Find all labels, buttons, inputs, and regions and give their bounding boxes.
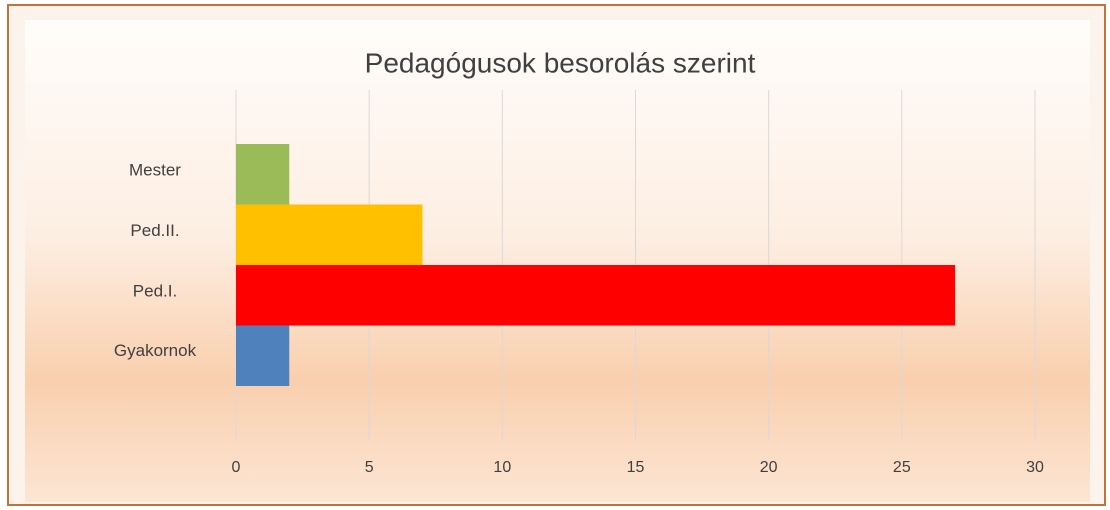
bar (236, 325, 290, 386)
bar (236, 265, 956, 326)
y-tick-label: Mester (129, 161, 181, 180)
x-tick-label: 15 (627, 459, 645, 476)
x-tick-label: 30 (1026, 459, 1044, 476)
chart-area (25, 20, 1090, 502)
y-tick-label: Ped.II. (130, 221, 179, 240)
y-tick-label: Ped.I. (133, 282, 177, 301)
y-tick-label: Gyakornok (114, 341, 197, 360)
chart-title: Pedagógusok besorolás szerint (365, 47, 756, 78)
bar (236, 144, 290, 205)
x-tick-label: 20 (760, 459, 778, 476)
x-tick-label: 25 (893, 459, 911, 476)
x-tick-label: 5 (365, 459, 374, 476)
bar (236, 204, 423, 265)
x-tick-label: 10 (493, 459, 511, 476)
x-tick-label: 0 (232, 459, 241, 476)
